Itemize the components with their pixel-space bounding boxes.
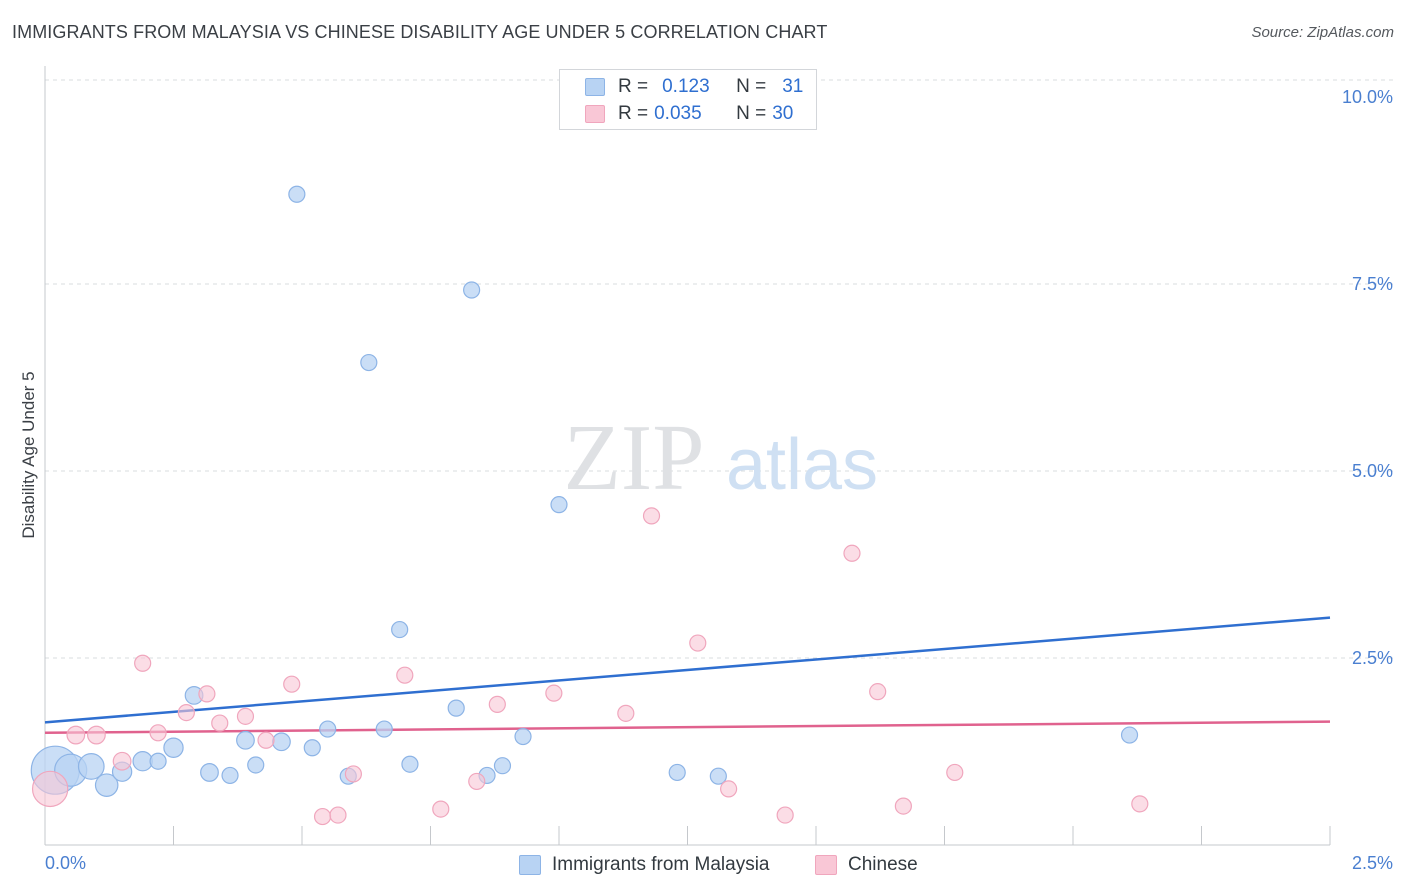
point-malaysia [447,699,465,717]
axis-labels: 2.5% 5.0% 7.5% 10.0% 0.0% 2.5% Disability Age … [19,87,1393,873]
point-chinese [545,684,563,702]
point-malaysia [77,753,105,780]
chart-title: IMMIGRANTS FROM MALAYSIA VS CHINESE DISA… [12,22,828,42]
point-malaysia [1120,726,1139,744]
point-malaysia [236,730,255,750]
point-chinese [313,807,332,826]
point-malaysia [514,727,532,746]
y-tick-label: 10.0% [1342,87,1393,107]
point-chinese [869,683,887,701]
y-axis-label: Disability Age Under 5 [19,371,38,538]
point-chinese [329,806,347,824]
point-malaysia [272,732,291,752]
point-chinese [396,666,414,684]
point-chinese [344,765,362,783]
point-malaysia [668,763,686,782]
point-malaysia [319,720,337,738]
point-chinese [432,800,450,818]
legend-r-label: R = [618,103,649,124]
source-label: Source: ZipAtlas.com [1251,24,1394,41]
point-malaysia [163,737,184,758]
point-chinese [946,763,964,782]
point-chinese [66,725,86,745]
y-tick-label: 2.5% [1352,648,1393,668]
legend-row-chinese: R = 0.035 N = 30 [585,102,793,126]
point-chinese [617,704,635,722]
point-chinese [468,772,486,791]
legend-n-label: N = [736,76,767,97]
point-chinese [720,780,738,798]
point-malaysia [247,756,265,774]
trend-line-malaysia [44,616,1331,724]
y-tick-label: 7.5% [1352,274,1393,294]
point-malaysia [132,751,153,772]
x-tick-label-max: 2.5% [1352,853,1393,873]
point-chinese [112,751,132,771]
legend-r-label: R = [618,76,649,97]
point-malaysia [221,766,239,785]
point-malaysia [550,496,568,514]
legend-swatch-pink [585,105,605,123]
point-chinese [134,654,152,672]
legend-n-value: 31 [782,76,804,97]
point-malaysia [375,720,393,738]
legend-swatch-blue [585,78,605,96]
grid-lines [45,79,1395,659]
point-malaysia [288,185,306,203]
trend-lines [44,616,1331,735]
point-malaysia [200,763,219,782]
bottom-legend-label: Immigrants from Malaysia [552,854,770,875]
point-malaysia [360,353,378,372]
trend-line-chinese [44,720,1331,735]
point-malaysia [391,620,409,639]
point-chinese [31,770,69,808]
data-points [30,185,1149,826]
legend-r-value: 0.123 [662,76,710,97]
legend-n-value: 30 [772,103,794,124]
point-chinese [689,634,707,652]
point-malaysia [401,755,419,773]
bottom-legend-swatch-blue [519,855,541,875]
bottom-legend-label: Chinese [848,854,918,875]
bottom-legend-chinese: Chinese [815,852,918,878]
point-malaysia [463,281,481,299]
point-chinese [843,544,861,562]
point-chinese [894,797,912,815]
point-chinese [177,704,195,722]
point-chinese [86,725,106,745]
x-tick-label-min: 0.0% [45,853,86,873]
y-tick-label: 5.0% [1352,461,1393,481]
point-chinese [642,507,661,525]
axes [44,66,1331,846]
point-chinese [1131,795,1149,813]
point-malaysia [94,773,119,797]
watermark-zip: ZIP [564,406,705,510]
legend-row-malaysia: R = 0.123 N = 31 [585,75,803,99]
watermark: ZIP atlas [564,406,879,510]
point-chinese [198,685,216,703]
watermark-atlas: atlas [726,425,878,505]
point-chinese [211,714,229,732]
point-chinese [149,724,167,742]
point-chinese [488,695,506,713]
point-malaysia [149,752,167,770]
point-chinese [257,731,275,749]
point-chinese [283,675,301,693]
point-malaysia [493,757,512,775]
point-chinese [236,707,255,725]
point-malaysia [303,739,321,757]
point-chinese [776,806,794,824]
bottom-legend-swatch-pink [815,855,837,875]
point-malaysia [709,767,727,785]
correlation-legend: R = 0.123 N = 31 R = 0.035 N = 30 [559,69,817,130]
legend-n-label: N = [736,103,767,124]
legend-r-value: 0.035 [654,103,702,124]
bottom-legend-malaysia: Immigrants from Malaysia [519,852,770,878]
